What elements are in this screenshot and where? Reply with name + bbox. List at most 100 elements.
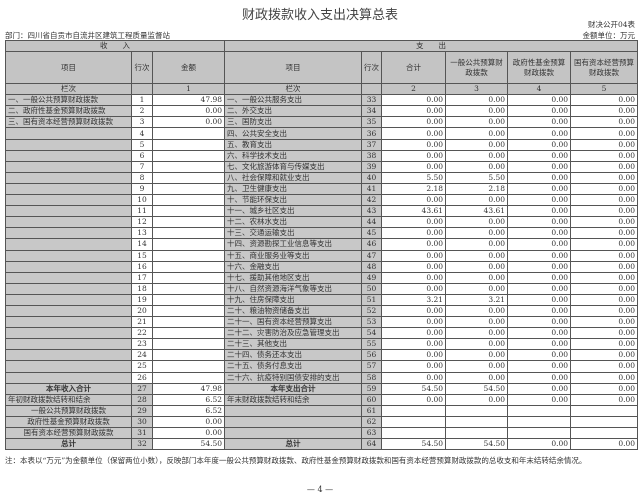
gov-fund-amount: 0.00 xyxy=(507,371,572,384)
expense-item: 本年支出合计 xyxy=(224,382,363,395)
income-item: 本年收入合计 xyxy=(5,382,132,395)
col-num-1: 1 xyxy=(151,83,226,96)
expense-line-no: 44 xyxy=(361,216,383,229)
expense-line-no: 51 xyxy=(361,293,383,306)
total-amount xyxy=(381,426,447,440)
total-amount: 0.00 xyxy=(381,260,447,273)
expense-line-no: 47 xyxy=(361,249,383,262)
income-line-no: 16 xyxy=(131,260,153,273)
table-row: 19 十九、住房保障支出 51 3.21 3.21 0.00 0.00 xyxy=(5,293,639,306)
total-amount: 0.00 xyxy=(381,216,447,229)
state-capital-amount xyxy=(570,426,639,440)
income-item: 年初财政拨款结转和结余 xyxy=(5,393,132,406)
expense-line-no: 34 xyxy=(361,105,383,118)
income-item xyxy=(5,371,132,384)
general-budget-amount: 0.00 xyxy=(445,349,509,362)
income-line-no: 3 xyxy=(131,116,153,129)
total-amount: 43.61 xyxy=(381,205,447,218)
income-line-no: 21 xyxy=(131,316,153,329)
expense-line-no: 43 xyxy=(361,205,383,218)
income-item-header: 项目 xyxy=(5,51,132,85)
total-amount: 0.00 xyxy=(381,249,447,262)
general-budget-amount: 0.00 xyxy=(445,216,509,229)
total-amount: 54.50 xyxy=(381,438,447,451)
general-budget-header: 一般公共预算财政拨款 xyxy=(445,51,509,85)
table-row: 18 十八、自然资源海洋气象等支出 50 0.00 0.00 0.00 0.00 xyxy=(5,282,639,295)
general-budget-amount xyxy=(445,415,509,429)
expense-item: 十八、自然资源海洋气象等支出 xyxy=(224,282,363,295)
state-capital-amount: 0.00 xyxy=(570,194,639,207)
table-row: 13 十三、交通运输支出 45 0.00 0.00 0.00 0.00 xyxy=(5,227,639,240)
table-row: 政府性基金预算财政拨款 30 0.00 62 xyxy=(5,415,639,429)
general-budget-amount: 0.00 xyxy=(445,160,509,173)
expense-item: 二十六、抗疫特别国债安排的支出 xyxy=(224,371,363,384)
income-amount xyxy=(151,238,226,251)
expense-line-no: 52 xyxy=(361,304,383,318)
state-capital-amount: 0.00 xyxy=(570,227,639,240)
state-capital-amount: 0.00 xyxy=(570,293,639,306)
general-budget-amount: 0.00 xyxy=(445,138,509,151)
total-amount: 0.00 xyxy=(381,227,447,240)
total-amount: 0.00 xyxy=(381,238,447,251)
table-row: 15 十五、商业服务业等支出 47 0.00 0.00 0.00 0.00 xyxy=(5,249,639,262)
income-amount: 0.00 xyxy=(151,426,226,440)
gov-fund-amount: 0.00 xyxy=(507,438,572,451)
table-row: 23 二十三、其他支出 55 0.00 0.00 0.00 0.00 xyxy=(5,338,639,351)
income-amount xyxy=(151,160,226,173)
income-amount xyxy=(151,194,226,207)
gov-fund-amount: 0.00 xyxy=(507,282,572,295)
expense-item: 二十、粮油物资储备支出 xyxy=(224,304,363,318)
income-line-no: 26 xyxy=(131,371,153,384)
state-capital-amount: 0.00 xyxy=(570,327,639,340)
general-budget-amount: 0.00 xyxy=(445,194,509,207)
col-num-2: 2 xyxy=(381,83,447,96)
income-item xyxy=(5,205,132,218)
total-amount: 0.00 xyxy=(381,138,447,151)
state-capital-amount: 0.00 xyxy=(570,371,639,384)
income-line-no: 4 xyxy=(131,127,153,140)
column-label-empty xyxy=(361,83,383,96)
state-capital-amount: 0.00 xyxy=(570,182,639,196)
state-capital-amount: 0.00 xyxy=(570,171,639,184)
state-capital-amount: 0.00 xyxy=(570,238,639,251)
income-item xyxy=(5,149,132,162)
gov-fund-amount: 0.00 xyxy=(507,382,572,395)
expense-item: 五、教育支出 xyxy=(224,138,363,151)
state-capital-amount: 0.00 xyxy=(570,349,639,362)
gov-fund-amount: 0.00 xyxy=(507,360,572,373)
gov-fund-amount: 0.00 xyxy=(507,249,572,262)
income-line-no: 29 xyxy=(131,404,153,417)
gov-fund-amount: 0.00 xyxy=(507,194,572,207)
expense-line-no: 61 xyxy=(361,404,383,417)
expense-item: 七、文化旅游体育与传媒支出 xyxy=(224,160,363,173)
gov-fund-amount: 0.00 xyxy=(507,393,572,406)
general-budget-amount: 0.00 xyxy=(445,127,509,140)
gov-fund-amount: 0.00 xyxy=(507,293,572,306)
gov-fund-amount: 0.00 xyxy=(507,105,572,118)
income-line-no: 30 xyxy=(131,415,153,429)
income-item xyxy=(5,182,132,196)
state-capital-amount: 0.00 xyxy=(570,338,639,351)
expense-line-no: 64 xyxy=(361,438,383,451)
income-amount xyxy=(151,171,226,184)
general-budget-amount: 0.00 xyxy=(445,338,509,351)
income-amount xyxy=(151,338,226,351)
income-item xyxy=(5,338,132,351)
general-budget-amount: 0.00 xyxy=(445,327,509,340)
gov-fund-amount: 0.00 xyxy=(507,160,572,173)
income-line-no: 17 xyxy=(131,271,153,284)
state-capital-amount: 0.00 xyxy=(570,393,639,406)
expense-item: 二十二、灾害防治及应急管理支出 xyxy=(224,327,363,340)
income-amount xyxy=(151,327,226,340)
income-item xyxy=(5,238,132,251)
expense-item xyxy=(224,404,363,417)
general-budget-amount: 0.00 xyxy=(445,260,509,273)
expense-item: 十七、援助其他地区支出 xyxy=(224,271,363,284)
gov-fund-amount: 0.00 xyxy=(507,127,572,140)
table-row: 三、国有资本经营预算财政拨款 3 0.00 三、国防支出 35 0.00 0.00 0.00 0… xyxy=(5,116,639,129)
expense-item: 九、卫生健康支出 xyxy=(224,182,363,196)
income-line-no: 11 xyxy=(131,205,153,218)
state-capital-amount: 0.00 xyxy=(570,127,639,140)
expense-item: 十五、商业服务业等支出 xyxy=(224,249,363,262)
expense-line-no: 46 xyxy=(361,238,383,251)
